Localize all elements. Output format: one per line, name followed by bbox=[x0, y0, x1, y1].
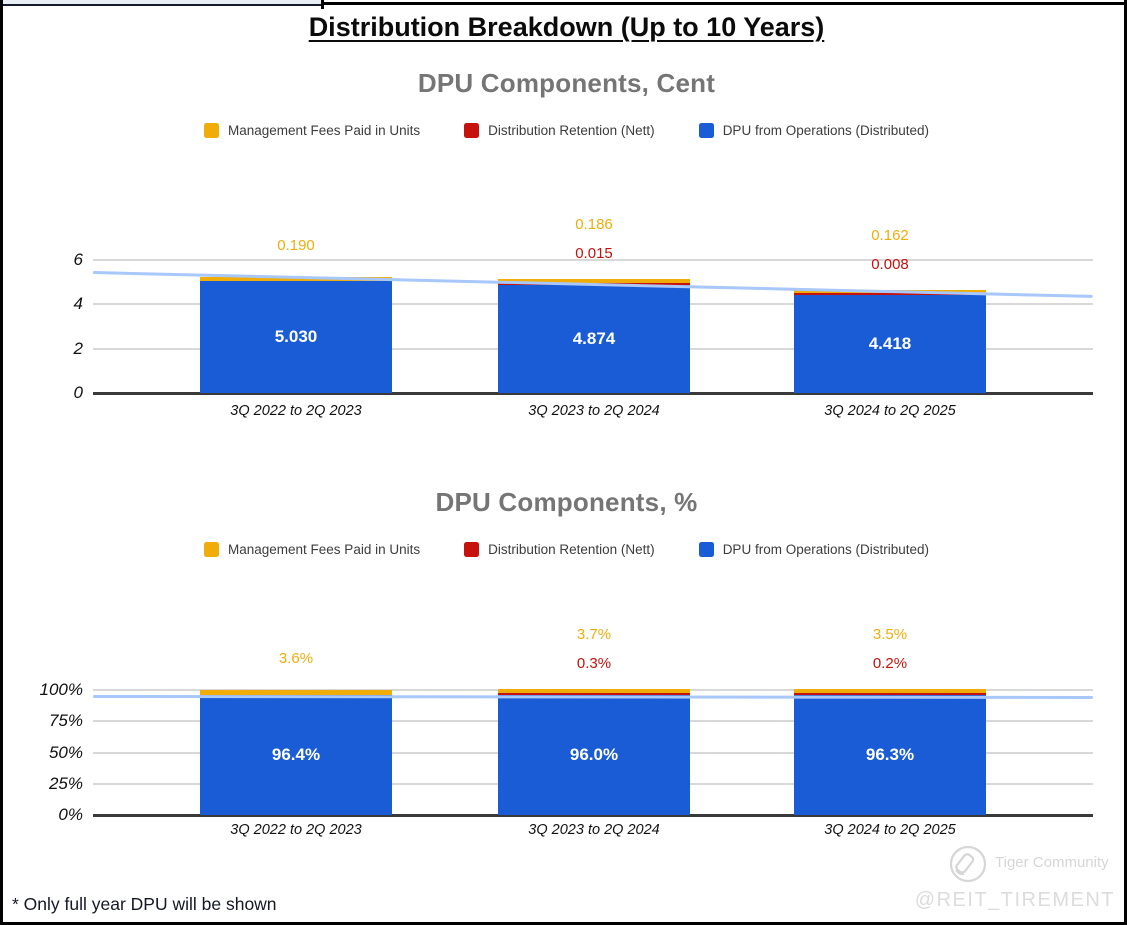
bar-retention-label: 0.008 bbox=[871, 255, 909, 273]
bar-segment-fees bbox=[200, 277, 392, 282]
spreadsheet-cell-border-tick bbox=[321, 0, 324, 9]
legend-swatch-icon bbox=[204, 123, 219, 138]
legend-swatch-icon bbox=[464, 542, 480, 557]
bar-fees-label: 0.162 bbox=[871, 226, 909, 244]
chart2-title: DPU Components, % bbox=[435, 487, 698, 517]
bar-inside-label: 4.418 bbox=[868, 334, 912, 354]
watermark-handle-label: @REIT_TIREMENT bbox=[914, 889, 1115, 911]
legend-item: Management Fees Paid in Units bbox=[204, 123, 420, 138]
bar-segment-fees bbox=[200, 690, 392, 695]
x-axis-label: 3Q 2024 to 2Q 2025 bbox=[824, 403, 956, 419]
bar-fees-label: 0.190 bbox=[277, 237, 315, 255]
bar-fees-label: 3.5% bbox=[872, 625, 908, 643]
legend-item: Management Fees Paid in Units bbox=[204, 542, 420, 557]
y-axis-tick-label: 100% bbox=[39, 680, 83, 699]
bar-segment-retention bbox=[794, 293, 986, 296]
bar-fees-label: 3.6% bbox=[278, 650, 314, 667]
y-axis-tick-label: 25% bbox=[48, 773, 83, 793]
bar-segment-dpu bbox=[794, 694, 986, 815]
bar-segment-dpu bbox=[200, 281, 392, 393]
y-axis-tick-label: 50% bbox=[48, 742, 83, 762]
chart1-legend: Management Fees Paid in Units Distributio… bbox=[3, 123, 1127, 138]
bar-segment-dpu bbox=[794, 295, 986, 393]
legend-label: DPU from Operations (Distributed) bbox=[722, 542, 929, 557]
x-axis-label: 3Q 2024 to 2Q 2025 bbox=[824, 822, 956, 838]
y-axis-tick-label: 75% bbox=[48, 711, 83, 731]
page-title: Distribution Breakdown (Up to 10 Years) bbox=[308, 12, 825, 42]
y-axis-tick-label: 4 bbox=[73, 294, 83, 314]
bar-fees-label: 3.7% bbox=[576, 625, 612, 643]
y-axis-tick-label: 2 bbox=[73, 338, 83, 358]
x-axis-line bbox=[93, 392, 1093, 395]
y-axis-tick-label: 6 bbox=[73, 249, 83, 269]
x-axis-label: 3Q 2023 to 2Q 2024 bbox=[528, 822, 660, 838]
spreadsheet-cell-strip bbox=[3, 0, 321, 6]
charts-layer: 0 2 4 6 5.030 0.190 3Q 2022 to 2Q 2023 4.874 0.0… bbox=[3, 0, 1127, 925]
legend-label: Management Fees Paid in Units bbox=[228, 542, 421, 557]
bar-inside-label: 96.4% bbox=[271, 744, 321, 764]
bar-retention-label: 0.015 bbox=[575, 245, 613, 263]
legend-item: Distribution Retention (Nett) bbox=[464, 123, 655, 138]
bar-segment-fees bbox=[498, 279, 690, 284]
legend-item: DPU from Operations (Distributed) bbox=[698, 123, 929, 138]
legend-label: DPU from Operations (Distributed) bbox=[722, 123, 929, 138]
bar-segment-retention bbox=[498, 693, 690, 695]
footnote: * Only full year DPU will be shown bbox=[12, 894, 277, 914]
x-axis-line bbox=[93, 814, 1093, 817]
legend-swatch-icon bbox=[698, 542, 714, 557]
bar-fees-label: 0.186 bbox=[575, 216, 613, 234]
gridline bbox=[93, 258, 1093, 261]
legend-label: Distribution Retention (Nett) bbox=[488, 123, 655, 138]
legend-swatch-icon bbox=[464, 123, 480, 138]
panel-top-border bbox=[323, 2, 1127, 5]
watermark-community-label: Tiger Community bbox=[995, 854, 1109, 871]
legend-label: Management Fees Paid in Units bbox=[228, 123, 421, 138]
chart2-legend: Management Fees Paid in Units Distributio… bbox=[3, 542, 1127, 557]
bar-segment-fees bbox=[794, 688, 986, 694]
bar-inside-label: 4.874 bbox=[572, 328, 616, 348]
bar-segment-retention bbox=[794, 693, 986, 695]
legend-swatch-icon bbox=[204, 542, 219, 557]
trend-line bbox=[92, 694, 1094, 699]
bar-retention-label: 0.2% bbox=[872, 654, 908, 672]
bar-segment-dpu bbox=[200, 694, 392, 815]
x-axis-label: 3Q 2023 to 2Q 2024 bbox=[528, 403, 660, 419]
legend-item: DPU from Operations (Distributed) bbox=[698, 542, 929, 557]
legend-label: Distribution Retention (Nett) bbox=[488, 542, 655, 557]
bar-inside-label: 96.0% bbox=[569, 745, 619, 764]
bar-retention-label: 0.3% bbox=[576, 654, 612, 672]
x-axis-label: 3Q 2022 to 2Q 2023 bbox=[230, 822, 362, 838]
bar-inside-label: 5.030 bbox=[274, 327, 318, 347]
legend-swatch-icon bbox=[698, 123, 714, 138]
y-axis-tick-label: 0 bbox=[73, 383, 83, 402]
bar-segment-dpu bbox=[498, 284, 690, 393]
chart1-title: DPU Components, Cent bbox=[417, 68, 716, 98]
bar-inside-label: 96.3% bbox=[865, 744, 915, 764]
y-axis-tick-label: 0% bbox=[58, 805, 83, 824]
bar-segment-fees bbox=[498, 688, 690, 694]
bar-segment-dpu bbox=[498, 695, 690, 815]
legend-item: Distribution Retention (Nett) bbox=[464, 542, 655, 557]
tiger-community-logo-icon bbox=[947, 843, 989, 890]
x-axis-label: 3Q 2022 to 2Q 2023 bbox=[230, 403, 362, 419]
